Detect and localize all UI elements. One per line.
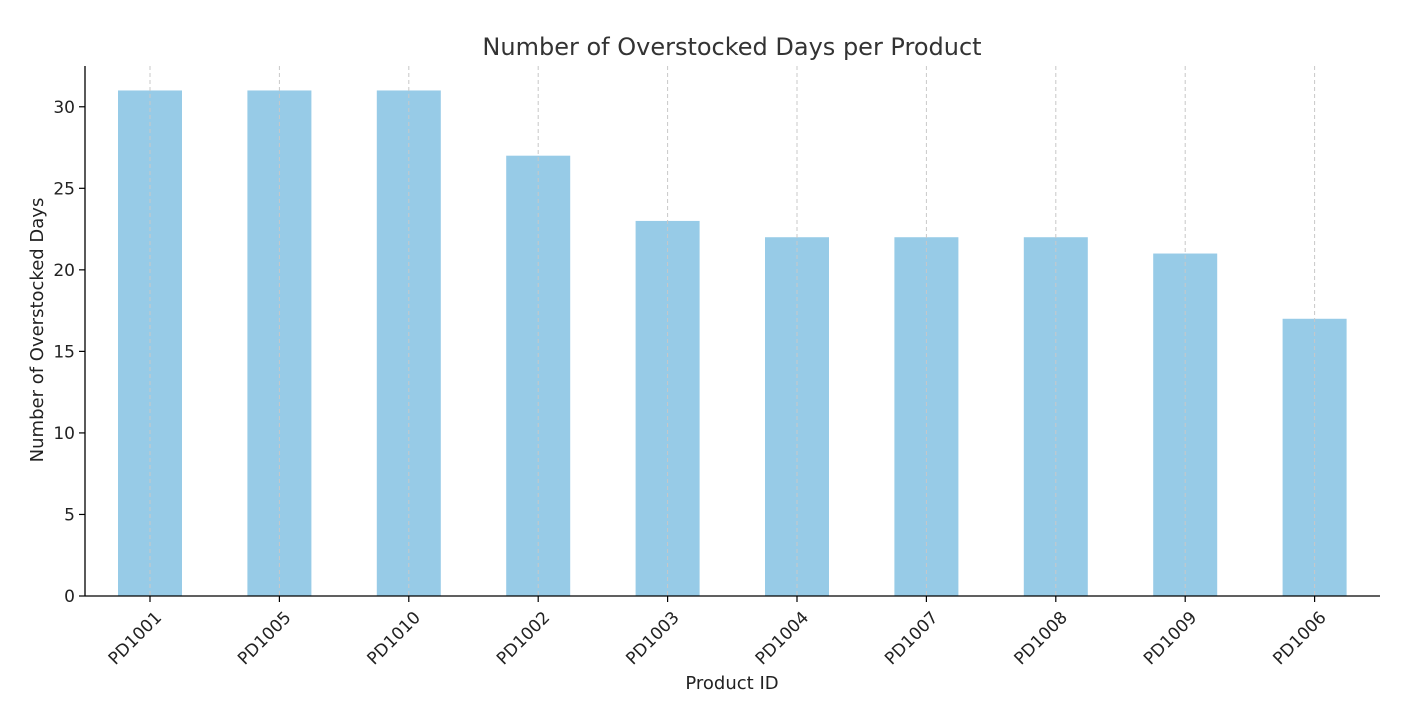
chart-title: Number of Overstocked Days per Product [482, 33, 981, 61]
x-tick-label-pd1008: PD1008 [1011, 608, 1072, 669]
y-axis-ticks: 0 5 10 15 20 25 30 [53, 98, 85, 607]
x-axis-ticks: PD1001 PD1005 PD1010 PD1002 PD1003 PD1004 PD10… [105, 596, 1331, 669]
x-tick-label-pd1010: PD1010 [364, 608, 425, 669]
y-axis-label: Number of Overstocked Days [27, 198, 48, 463]
x-tick-label-pd1005: PD1005 [234, 608, 295, 669]
x-tick-label-pd1003: PD1003 [622, 608, 683, 669]
x-tick-label-pd1009: PD1009 [1140, 608, 1201, 669]
y-tick-label-25: 25 [53, 179, 75, 199]
x-axis-label: Product ID [685, 673, 778, 694]
y-tick-label-30: 30 [53, 98, 75, 118]
axes [84, 66, 1380, 597]
x-tick-label-pd1004: PD1004 [752, 608, 813, 669]
x-tick-label-pd1001: PD1001 [105, 608, 166, 669]
x-tick-label-pd1002: PD1002 [493, 608, 554, 669]
bars [118, 66, 1347, 597]
y-tick-label-5: 5 [64, 505, 75, 525]
y-tick-label-20: 20 [53, 261, 75, 281]
y-tick-label-15: 15 [53, 342, 75, 362]
x-tick-label-pd1007: PD1007 [881, 608, 942, 669]
y-tick-label-10: 10 [53, 424, 75, 444]
y-tick-label-0: 0 [64, 587, 75, 607]
x-tick-label-pd1006: PD1006 [1269, 608, 1330, 669]
